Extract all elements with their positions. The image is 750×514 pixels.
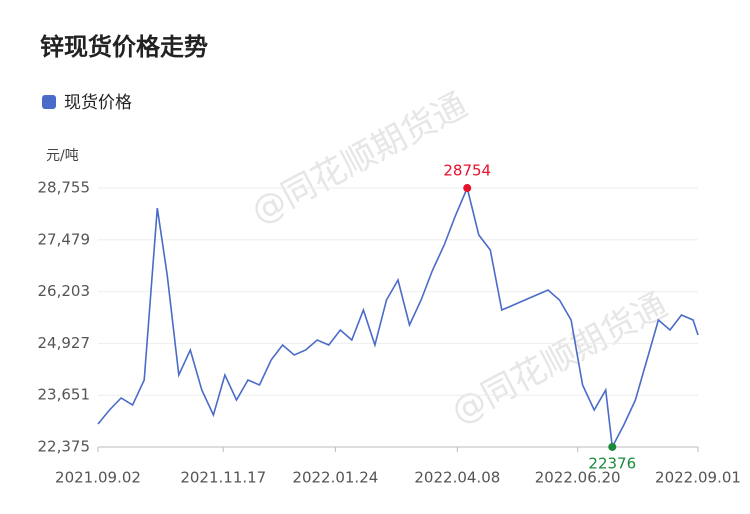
- x-tick-label: 2022.04.08: [414, 469, 500, 487]
- x-tick-label: 2022.01.24: [292, 469, 378, 487]
- max-point-dot: [463, 184, 472, 193]
- min-point-dot: [608, 442, 617, 451]
- legend-label: 现货价格: [64, 93, 132, 113]
- min-point-label: 22376: [588, 454, 636, 472]
- x-tick-label: 2022.06.20: [535, 469, 621, 487]
- y-tick-label: 22,375: [38, 438, 91, 456]
- y-tick-label: 26,203: [38, 282, 91, 300]
- y-tick-label: 24,927: [38, 334, 91, 352]
- y-tick-label: 27,479: [38, 230, 91, 248]
- legend-swatch: [42, 95, 56, 109]
- chart-title: 锌现货价格走势: [40, 33, 208, 61]
- x-tick-label: 2021.11.17: [180, 469, 266, 487]
- watermark: @同花顺期货通: [245, 85, 474, 232]
- y-tick-label: 28,755: [38, 179, 91, 197]
- price-line: [97, 185, 699, 450]
- watermark: @同花顺期货通: [445, 285, 674, 432]
- x-tick-label: 2022.09.01: [655, 469, 741, 487]
- y-unit: 元/吨: [46, 148, 79, 164]
- x-tick-label: 2021.09.02: [55, 469, 141, 487]
- y-tick-label: 23,651: [38, 386, 91, 404]
- max-point-label: 28754: [443, 162, 491, 180]
